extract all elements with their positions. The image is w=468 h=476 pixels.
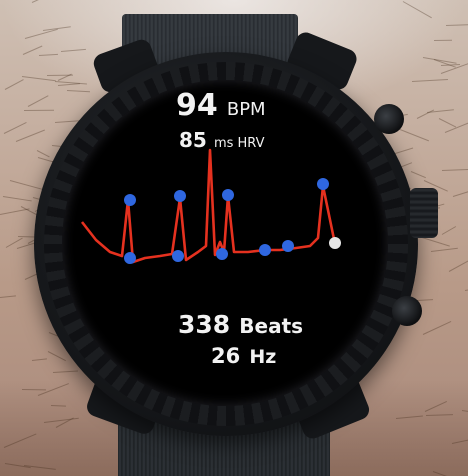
heart-rate-unit: BPM <box>226 99 266 120</box>
ecg-waveform-chart <box>80 148 341 264</box>
r-peak-marker <box>174 190 186 202</box>
watch-button-icon[interactable] <box>392 296 422 326</box>
sample-rate-value: 26 <box>211 344 241 368</box>
ecg-waveform <box>80 148 337 264</box>
arm-hair <box>31 358 48 362</box>
watch-screen[interactable] <box>62 80 388 406</box>
beats-unit: Beats <box>239 314 304 338</box>
arm-hair <box>9 179 44 190</box>
arm-hair <box>422 236 451 247</box>
baseline-marker <box>259 244 271 256</box>
arm-hair <box>3 196 33 202</box>
baseline-marker <box>172 250 184 262</box>
arm-hair <box>0 295 16 299</box>
arm-hair <box>410 171 426 179</box>
arm-hair <box>0 208 30 216</box>
beats-readout: 338 Beats <box>178 310 303 339</box>
arm-hair <box>3 122 27 135</box>
baseline-marker <box>282 240 294 252</box>
arm-hair <box>452 191 468 198</box>
hrv-value: 85 <box>179 128 207 152</box>
beats-value: 338 <box>178 310 231 339</box>
watch-button-icon[interactable] <box>374 104 404 134</box>
arm-hair <box>448 254 468 273</box>
arm-hair <box>416 299 433 302</box>
hrv-readout: 85 ms HRV <box>179 128 265 152</box>
arm-hair <box>423 320 452 335</box>
r-peak-marker <box>317 178 329 190</box>
r-peak-marker <box>222 189 234 201</box>
arm-hair <box>15 129 46 142</box>
arm-hair <box>441 225 456 235</box>
arm-hair <box>21 388 46 391</box>
sample-rate-readout: 26 Hz <box>211 344 276 368</box>
sample-rate-unit: Hz <box>249 346 277 368</box>
baseline-marker <box>216 248 228 260</box>
arm-hair <box>442 168 468 172</box>
arm-hair <box>446 23 468 26</box>
heart-rate-value: 94 <box>176 88 218 123</box>
ecg-cursor-marker <box>329 237 341 249</box>
watch-crown-icon[interactable] <box>410 188 438 238</box>
hrv-unit: ms HRV <box>213 136 265 151</box>
arm-hair <box>400 128 430 141</box>
baseline-marker <box>124 252 136 264</box>
arm-hair <box>431 247 459 252</box>
r-peak-marker <box>124 194 136 206</box>
heart-rate-readout: 94 BPM <box>176 88 266 123</box>
